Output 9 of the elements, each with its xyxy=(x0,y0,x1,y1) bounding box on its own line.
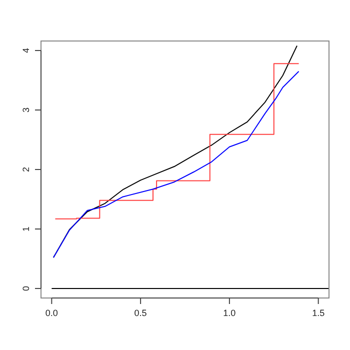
x-tick-label: 1.0 xyxy=(223,308,236,318)
y-tick-label: 2 xyxy=(21,166,31,172)
x-tick-label: 0.0 xyxy=(45,308,58,318)
y-tick-label: 0 xyxy=(21,286,31,291)
x-tick-label: 0.5 xyxy=(134,308,147,318)
y-tick-label: 4 xyxy=(21,48,31,54)
y-tick-label: 3 xyxy=(21,108,31,113)
x-tick-label: 1.5 xyxy=(312,308,325,318)
y-tick-label: 1 xyxy=(21,226,31,232)
